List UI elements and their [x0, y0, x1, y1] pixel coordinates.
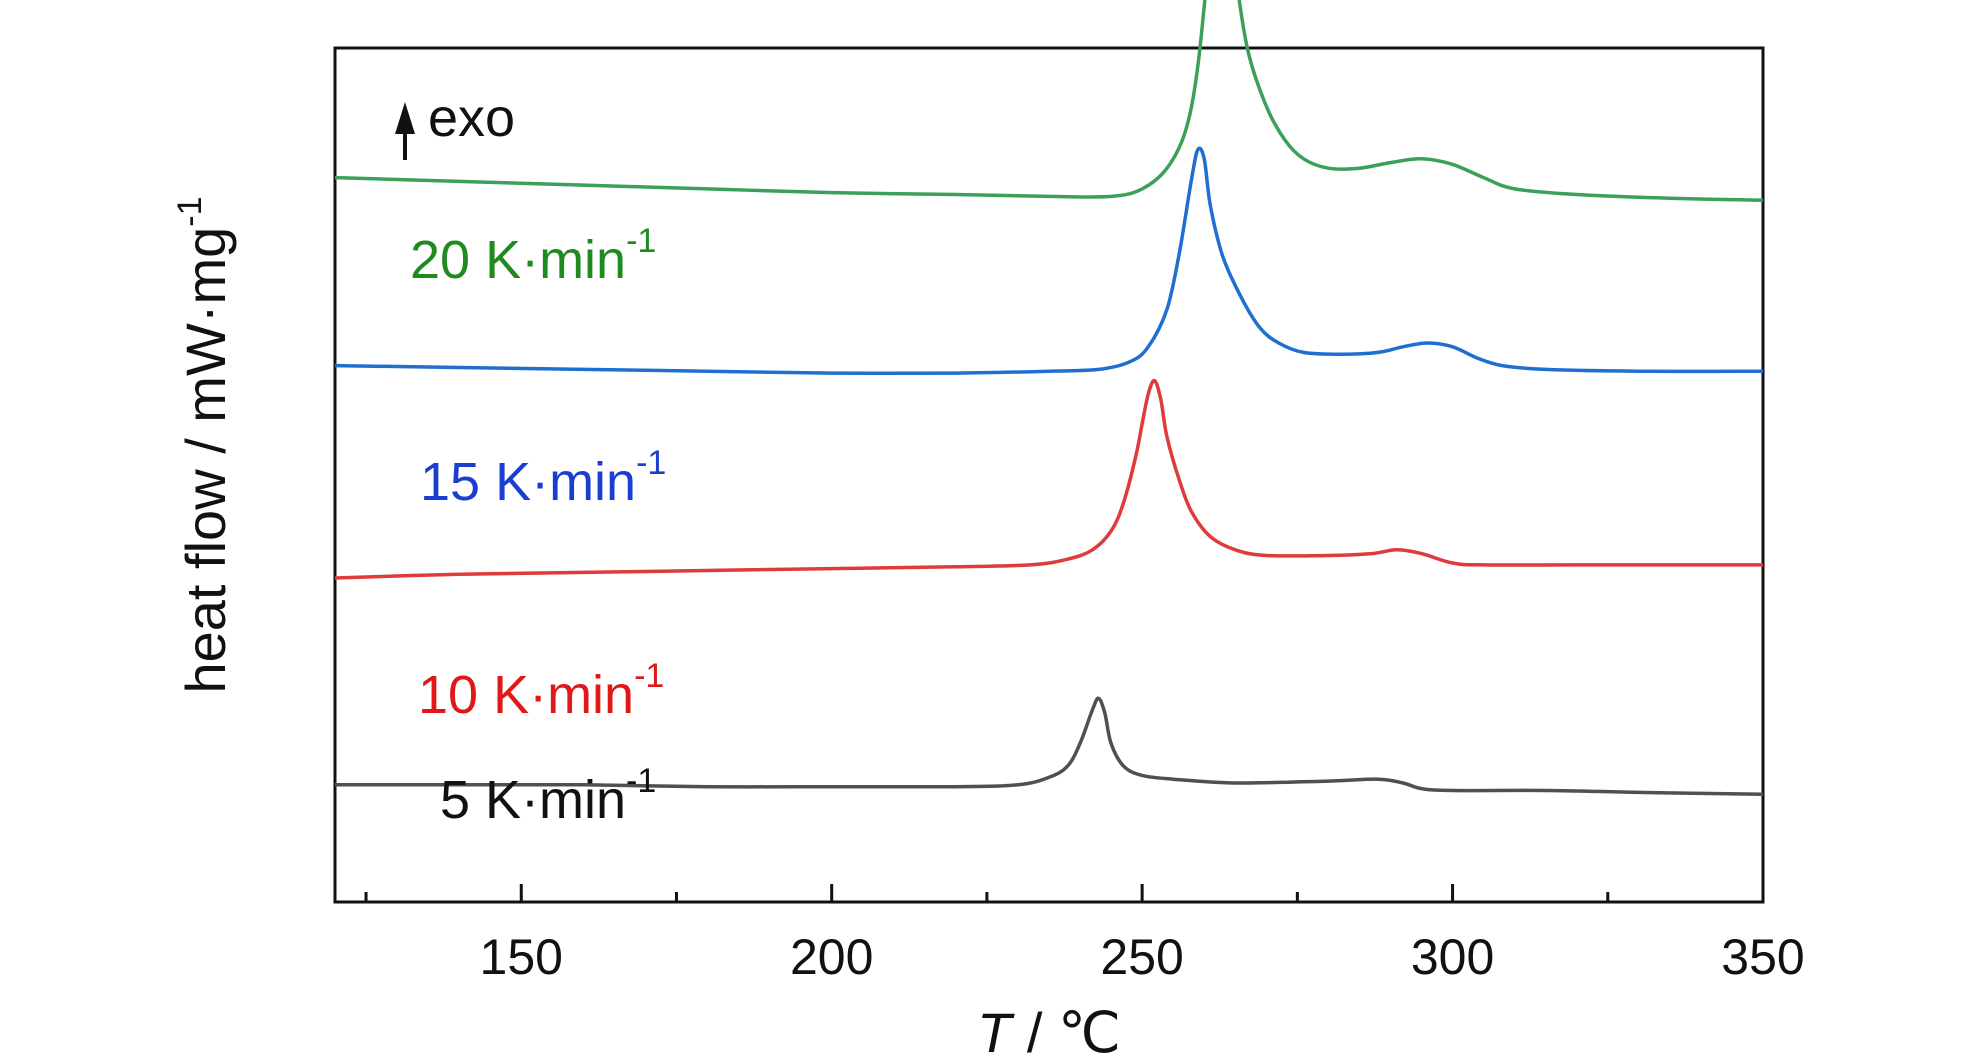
series-label: 5 K·min-1: [440, 762, 656, 830]
x-axis-separator: /: [1011, 1001, 1058, 1062]
x-axis-title: T / ℃: [977, 1001, 1121, 1062]
x-tick-label: 250: [1100, 929, 1183, 985]
series-line: [334, 378, 1763, 580]
y-axis-title-sup: -1: [171, 197, 209, 227]
series-labels: 20 K·min-115 K·min-110 K·min-15 K·min-1: [410, 222, 666, 830]
x-tick-label: 150: [480, 929, 563, 985]
exo-arrow-head: [395, 102, 415, 134]
series-label-main: 10 K·min: [418, 665, 634, 725]
series-label-sup: -1: [626, 762, 656, 800]
y-axis-title-main: heat flow / mW·mg: [174, 227, 237, 694]
series-line: [334, 0, 1764, 202]
exo-label: exo: [428, 88, 515, 148]
series-label: 15 K·min-1: [420, 444, 666, 512]
series-label: 20 K·min-1: [410, 222, 656, 290]
x-axis-tick-labels: 150 200 250 300 350: [480, 929, 1805, 985]
series-label-main: 20 K·min: [410, 230, 626, 290]
series-label-sup: -1: [634, 657, 664, 695]
x-tick-label: 300: [1411, 929, 1494, 985]
x-axis-variable: T: [977, 1001, 1015, 1062]
x-axis-unit: ℃: [1058, 1001, 1121, 1062]
x-tick-label: 200: [790, 929, 873, 985]
series-label-sup: -1: [626, 222, 656, 260]
y-axis-title: heat flow / mW·mg-1: [171, 197, 237, 694]
series-line: [335, 696, 1764, 796]
exo-annotation: exo: [395, 88, 515, 160]
x-tick-label: 350: [1721, 929, 1804, 985]
series-lines: [334, 0, 1764, 796]
x-axis-ticks: [364, 884, 1765, 902]
series-label-sup: -1: [636, 444, 666, 482]
plot-frame: [333, 46, 1765, 904]
series-label-main: 5 K·min: [440, 770, 626, 830]
series-line: [334, 146, 1764, 376]
series-label-main: 15 K·min: [420, 452, 636, 512]
series-label: 10 K·min-1: [418, 657, 664, 725]
